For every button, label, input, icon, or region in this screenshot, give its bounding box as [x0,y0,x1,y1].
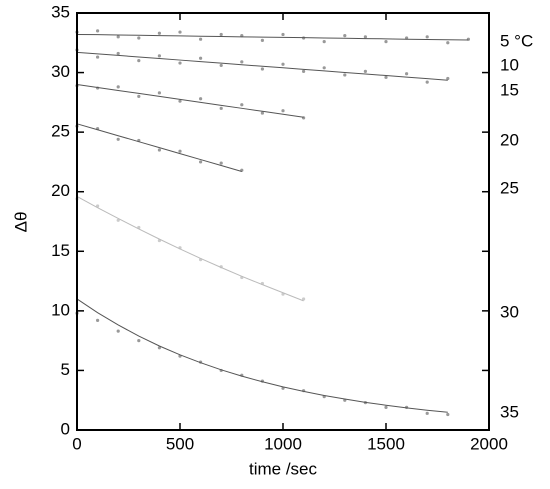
data-point [260,38,264,43]
data-point [178,30,182,34]
fit-line [76,196,304,302]
y-tick-label: 10 [51,300,70,319]
data-point [137,36,141,40]
y-tick-label: 35 [51,2,70,21]
data-point [281,32,285,37]
y-tick-label: 20 [51,181,70,200]
data-point [116,35,120,39]
data-point [116,85,120,89]
data-point [157,148,161,152]
fit-line [76,83,304,118]
data-point [116,329,120,333]
data-point [178,149,182,153]
fit-line [76,51,448,81]
data-point [363,35,367,39]
y-tick-label: 15 [51,241,70,260]
data-point [302,297,306,301]
data-point [260,111,264,115]
temperature-label: 5 °C [500,31,533,50]
data-point [446,76,450,81]
y-tick-label: 25 [51,122,70,141]
fit-line [76,33,469,41]
data-point [137,94,141,98]
data-point [363,69,367,73]
y-axis-label: Δθ [11,212,30,233]
data-point [240,103,244,107]
data-point [425,80,429,84]
data-point [137,59,141,63]
data-point [178,61,182,65]
data-point [116,51,120,56]
data-point [137,339,141,343]
temperature-label: 10 [500,55,519,74]
temperature-label: 20 [500,130,519,149]
x-tick-label: 2000 [470,434,508,453]
data-point [322,66,326,70]
data-point [219,32,223,37]
data-point [384,39,388,44]
data-point [446,41,450,45]
y-tick-label: 30 [51,62,70,81]
data-point [96,318,100,322]
data-point [425,35,429,39]
data-point [219,63,223,68]
data-point [199,160,203,164]
data-point [178,99,182,103]
data-point [281,109,285,113]
data-point [343,34,347,38]
data-point [384,405,388,409]
data-point [240,60,244,64]
data-point [281,62,285,66]
data-point [405,72,409,76]
data-point [343,73,347,77]
x-tick-label: 1000 [264,434,302,453]
temperature-label: 30 [500,302,519,321]
fit-line [76,123,242,172]
data-point [199,56,203,60]
temperature-label: 15 [500,80,519,99]
data-point [157,346,161,350]
plot-frame [76,12,490,431]
x-tick-label: 1500 [367,434,405,453]
data-point [116,218,120,222]
y-tick-label: 5 [61,360,70,379]
fit-line [76,298,448,413]
x-tick-label: 0 [72,434,81,453]
data-point [425,411,429,415]
data-point [384,75,388,79]
data-point [157,31,161,35]
data-point [116,137,120,141]
data-point [157,54,161,58]
data-point [199,97,203,101]
y-tick-label: 0 [61,419,70,438]
data-point [157,91,161,95]
x-tick-label: 500 [166,434,194,453]
x-axis-label: time /sec [249,459,318,478]
data-point [96,29,100,33]
data-point [199,37,203,41]
data-point [322,39,326,44]
data-point [446,412,450,417]
data-point [219,161,223,165]
temperature-label: 25 [500,178,519,197]
data-point [302,69,306,73]
temperature-label: 35 [500,402,519,421]
data-point [96,55,100,59]
data-point [219,106,223,110]
data-point [260,67,264,71]
